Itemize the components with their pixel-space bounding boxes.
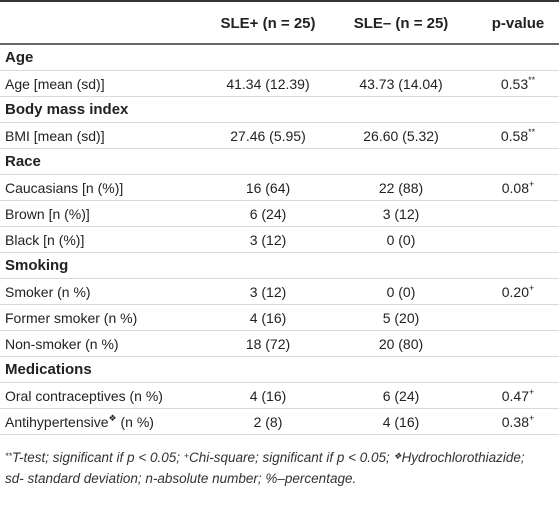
row-label: Black [n (%)] bbox=[5, 227, 84, 253]
section-title: Age bbox=[5, 49, 34, 66]
value-cell: 27.46 (5.95) bbox=[230, 128, 306, 144]
p-value: 0.47+ bbox=[478, 383, 558, 409]
footnote: **T-test; significant if p < 0.05; +Chi-… bbox=[5, 447, 555, 489]
data-row: Former smoker (n %) 4 (16) 5 (20) bbox=[0, 305, 559, 331]
label-text: Black [n (%)] bbox=[5, 232, 85, 248]
data-row: BMI [mean (sd)] 27.46 (5.95) 26.60 (5.32) 0… bbox=[0, 123, 559, 149]
row-label: Brown [n (%)] bbox=[5, 201, 90, 227]
label-text: Smoker (n %) bbox=[5, 284, 91, 300]
column-header: SLE– (n = 25) bbox=[353, 15, 449, 32]
label-text: Brown [n (%)] bbox=[5, 206, 90, 222]
value-cell: 5 (20) bbox=[382, 310, 420, 326]
label-suffix: (n %) bbox=[116, 414, 154, 430]
row-label: Smoker (n %) bbox=[5, 279, 91, 305]
value-cell: 2 (8) bbox=[253, 414, 283, 430]
label-text: Oral contraceptives (n %) bbox=[5, 388, 163, 404]
row-label: Caucasians [n (%)] bbox=[5, 175, 123, 201]
data-row: Brown [n (%)] 6 (24) 3 (12) bbox=[0, 201, 559, 227]
section-row: Smoking bbox=[0, 253, 559, 279]
p-value-text: 0.58 bbox=[500, 128, 529, 144]
label-text: Age [mean (sd)] bbox=[5, 76, 105, 92]
section-title: Race bbox=[5, 153, 41, 170]
column-header: SLE+ (n = 25) bbox=[220, 15, 316, 32]
footnote-mark: + bbox=[183, 451, 189, 461]
data-row: Caucasians [n (%)] 16 (64) 22 (88) 0.08+ bbox=[0, 175, 559, 201]
section-title: Smoking bbox=[5, 257, 69, 274]
data-row: Oral contraceptives (n %) 4 (16) 6 (24) 0.4… bbox=[0, 383, 559, 409]
row-label: Age [mean (sd)] bbox=[5, 71, 105, 97]
footnote-text: sd- standard deviation; n-absolute numbe… bbox=[5, 471, 357, 486]
value-cell: 6 (24) bbox=[382, 388, 420, 404]
value-cell: 16 (64) bbox=[245, 180, 291, 196]
value-cell: 22 (88) bbox=[378, 180, 424, 196]
section-row: Race bbox=[0, 149, 559, 175]
footnote-mark: ❖ bbox=[393, 451, 402, 461]
p-value-mark: ** bbox=[528, 127, 536, 137]
value-cell: 3 (12) bbox=[249, 284, 287, 300]
row-label: Former smoker (n %) bbox=[5, 305, 137, 331]
section-row: Body mass index bbox=[0, 97, 559, 123]
p-value-mark: + bbox=[528, 413, 535, 423]
section-title: Medications bbox=[5, 361, 92, 378]
value-cell: 4 (16) bbox=[382, 414, 420, 430]
value-cell: 3 (12) bbox=[249, 232, 287, 248]
data-row: Smoker (n %) 3 (12) 0 (0) 0.20+ bbox=[0, 279, 559, 305]
footnote-text: T-test; significant if p < 0.05; bbox=[12, 450, 184, 465]
row-label: Antihypertensive❖ (n %) bbox=[5, 409, 154, 435]
footnote-line: **T-test; significant if p < 0.05; +Chi-… bbox=[5, 447, 555, 468]
p-value-mark: + bbox=[528, 283, 535, 293]
footnote-text: Chi-square; significant if p < 0.05; bbox=[189, 450, 394, 465]
label-text: Non-smoker (n %) bbox=[5, 336, 119, 352]
data-row: Antihypertensive❖ (n %) 2 (8) 4 (16) 0.38+ bbox=[0, 409, 559, 435]
p-value: 0.38+ bbox=[478, 409, 558, 435]
value-cell: 4 (16) bbox=[249, 310, 287, 326]
footnote-line: sd- standard deviation; n-absolute numbe… bbox=[5, 468, 555, 489]
label-text: Antihypertensive bbox=[5, 414, 109, 430]
value-cell: 20 (80) bbox=[378, 336, 424, 352]
p-value-text: 0.20 bbox=[501, 284, 529, 300]
row-label: Oral contraceptives (n %) bbox=[5, 383, 163, 409]
data-row: Age [mean (sd)] 41.34 (12.39) 43.73 (14.04… bbox=[0, 71, 559, 97]
value-cell: 41.34 (12.39) bbox=[226, 76, 310, 92]
header-row: SLE+ (n = 25) SLE– (n = 25) p-value bbox=[0, 0, 559, 45]
value-cell: 6 (24) bbox=[249, 206, 287, 222]
value-cell: 43.73 (14.04) bbox=[359, 76, 443, 92]
footnote-text: Hydrochlorothiazide; bbox=[401, 450, 525, 465]
p-value-text: 0.08 bbox=[501, 180, 529, 196]
data-row: Black [n (%)] 3 (12) 0 (0) bbox=[0, 227, 559, 253]
value-cell: 0 (0) bbox=[386, 284, 416, 300]
p-value-mark: + bbox=[528, 179, 535, 189]
section-row: Age bbox=[0, 45, 559, 71]
value-cell: 0 (0) bbox=[386, 232, 416, 248]
p-value-mark: + bbox=[528, 387, 535, 397]
data-row: Non-smoker (n %) 18 (72) 20 (80) bbox=[0, 331, 559, 357]
p-value: 0.58** bbox=[478, 123, 558, 149]
footnote-mark: ** bbox=[5, 451, 13, 461]
p-value: 0.08+ bbox=[478, 175, 558, 201]
column-header: p-value bbox=[491, 15, 545, 32]
value-cell: 4 (16) bbox=[249, 388, 287, 404]
section-row: Medications bbox=[0, 357, 559, 383]
p-value-text: 0.53 bbox=[500, 76, 529, 92]
p-value: 0.53** bbox=[478, 71, 558, 97]
p-value-text: 0.38 bbox=[501, 414, 529, 430]
p-value: 0.20+ bbox=[478, 279, 558, 305]
label-text: BMI [mean (sd)] bbox=[5, 128, 105, 144]
row-label: Non-smoker (n %) bbox=[5, 331, 119, 357]
value-cell: 18 (72) bbox=[245, 336, 291, 352]
value-cell: 3 (12) bbox=[382, 206, 420, 222]
value-cell: 26.60 (5.32) bbox=[363, 128, 439, 144]
label-mark: ❖ bbox=[108, 413, 117, 423]
label-text: Former smoker (n %) bbox=[5, 310, 138, 326]
p-value-text: 0.47 bbox=[501, 388, 529, 404]
p-value-mark: ** bbox=[528, 75, 536, 85]
section-title: Body mass index bbox=[5, 101, 129, 118]
row-label: BMI [mean (sd)] bbox=[5, 123, 105, 149]
label-text: Caucasians [n (%)] bbox=[5, 180, 124, 196]
